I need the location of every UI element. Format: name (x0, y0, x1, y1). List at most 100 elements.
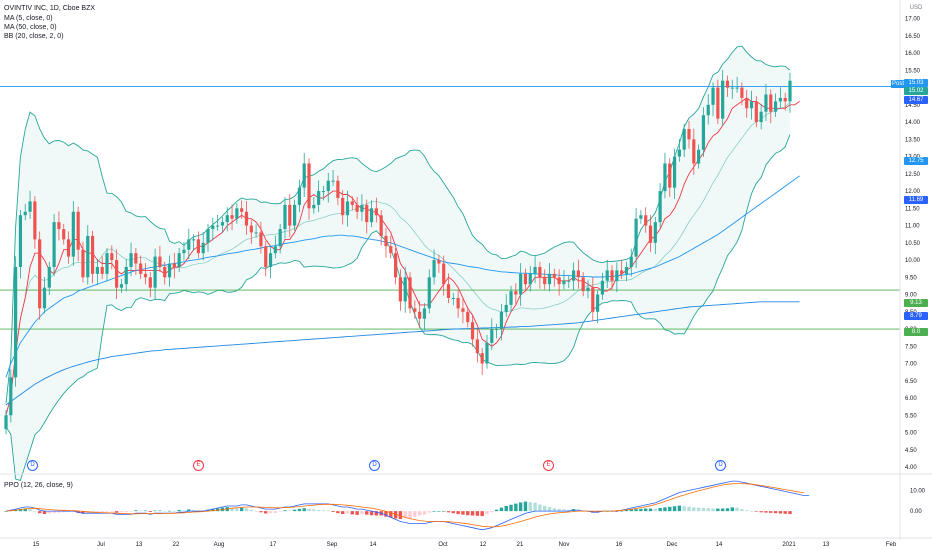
candle-body (533, 266, 537, 274)
ppo-histogram-bar (278, 511, 282, 512)
price-tick-label: 5.00 (905, 431, 917, 437)
candle-body (562, 280, 566, 285)
candle-body (268, 253, 273, 267)
ppo-histogram-bar (764, 511, 768, 513)
bb-lower (5, 134, 791, 481)
ppo-histogram-bar (297, 508, 302, 512)
candle-body (677, 149, 681, 157)
ppo-histogram-bar (321, 510, 326, 512)
candle-body (312, 204, 316, 209)
candle-body (721, 80, 725, 119)
ppo-histogram-bar (475, 511, 480, 516)
candle-body (100, 266, 104, 274)
price-tick-label: 13.50 (905, 137, 921, 143)
ppo-histogram-bar (634, 509, 638, 512)
time-tick-label: 14 (716, 542, 723, 548)
dividend-marker[interactable]: D (369, 460, 380, 471)
legend-ma5[interactable]: MA (5, close, 0) (4, 15, 53, 22)
time-tick-label: 22 (173, 542, 180, 548)
candle-body (403, 277, 407, 302)
dividend-marker[interactable]: D (715, 460, 726, 471)
candle-body (115, 260, 119, 288)
candle-body (547, 273, 552, 285)
candle-body (634, 218, 638, 257)
time-tick-label: Oct (438, 542, 448, 548)
candle-body (9, 377, 13, 416)
earnings-marker[interactable]: E (543, 460, 554, 471)
candle-body (389, 246, 393, 254)
ppo-histogram-bar (119, 511, 124, 513)
ppo-histogram-bar (658, 507, 662, 512)
candle-body (259, 232, 263, 247)
ppo-histogram-bar (480, 511, 484, 517)
candle-body (716, 87, 720, 119)
ppo-histogram-bar (283, 510, 287, 512)
candle-body (461, 308, 465, 312)
ppo-histogram-bar (769, 511, 773, 513)
dividend-marker[interactable]: D (27, 460, 38, 471)
ppo-histogram-bar (552, 508, 557, 512)
ppo-histogram-bar (653, 508, 658, 512)
candle-body (754, 101, 758, 123)
ppo-histogram-bar (100, 511, 104, 513)
candle-body (124, 266, 128, 285)
candle-body (307, 163, 311, 209)
candle-body (317, 191, 321, 205)
time-tick-label: 15 (33, 542, 40, 548)
price-tick-label: 9.00 (905, 293, 917, 299)
candle-body (605, 270, 609, 281)
candle-body (33, 201, 37, 240)
price-tag: 8.0 (904, 328, 928, 336)
moving-averages (5, 97, 800, 416)
ppo-histogram-bar (422, 511, 427, 515)
ppo-tick-label: 0.00 (910, 509, 922, 515)
candle-body (591, 287, 595, 312)
candle-body (418, 311, 422, 319)
ppo-histogram-bar (788, 511, 792, 515)
legend-ma50[interactable]: MA (50, close, 0) (4, 24, 57, 31)
candle-body (38, 239, 42, 309)
ppo-tick-label: 10.00 (910, 488, 926, 494)
candle-body (711, 87, 715, 105)
ppo-histogram-bar (340, 511, 345, 515)
ppo-histogram-bar (138, 510, 143, 512)
legend-ppo[interactable]: PPO (12, 26, close, 9) (4, 482, 73, 489)
ma-line (5, 175, 800, 378)
ppo-histogram-bar (42, 511, 47, 515)
candle-body (658, 191, 662, 223)
time-tick-label: 13 (823, 542, 830, 548)
earnings-marker[interactable]: E (193, 460, 204, 471)
ppo-histogram-bar (369, 511, 374, 516)
ppo-histogram-bar (292, 509, 297, 512)
candle-body (697, 149, 701, 164)
candle-body (610, 270, 614, 281)
candle-body (644, 215, 648, 226)
time-tick-label: Sep (327, 542, 338, 548)
candle-body (14, 266, 18, 378)
candle-body (687, 128, 691, 140)
post-market-label: Post (891, 80, 905, 88)
candle-body (427, 277, 431, 309)
candle-body (509, 291, 513, 305)
candle-body (586, 287, 590, 292)
price-tick-label: 10.00 (905, 258, 921, 264)
ppo-histogram-bar (456, 511, 460, 515)
candle-body (456, 297, 460, 309)
ppo-histogram-bar (393, 511, 398, 519)
price-tick-label: 6.00 (905, 396, 917, 402)
legend-bb[interactable]: BB (20, close, 2, 0) (4, 33, 64, 40)
time-tick-label: 21 (517, 542, 524, 548)
ppo-histogram-bar (143, 510, 148, 512)
ppo-histogram-bar (759, 511, 763, 513)
candle-body (331, 180, 335, 182)
ppo-histogram-bar (682, 506, 686, 512)
price-tick-label: 4.50 (905, 448, 917, 454)
ppo-line (5, 480, 810, 531)
ppo-histogram-bar (239, 507, 244, 512)
ppo-histogram-bar (499, 507, 504, 512)
candle-body (201, 242, 205, 254)
candle-body (220, 222, 225, 226)
candle-body (341, 197, 345, 216)
